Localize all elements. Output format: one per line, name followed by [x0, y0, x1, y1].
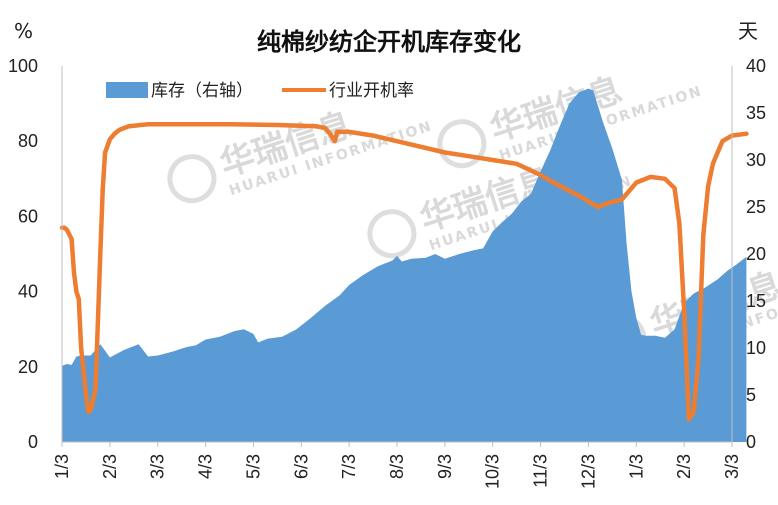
legend-label-inventory: 库存（右轴）	[151, 81, 253, 101]
utilization-line-series	[59, 122, 749, 422]
left-axis-ticks: 0 20 40 60 80 100	[8, 56, 38, 452]
watermark-logo-icon	[437, 119, 487, 169]
right-axis-ticks: 0 5 10 15 20 25 30 35 40	[746, 56, 766, 452]
legend: 库存（右轴） 行业开机率	[106, 81, 414, 101]
right-tick-label: 30	[746, 150, 766, 170]
right-tick-label: 35	[746, 103, 766, 123]
right-axis-unit: 天	[738, 19, 758, 43]
inventory-area-series	[62, 88, 747, 442]
legend-swatch-inventory	[106, 82, 148, 98]
x-tick-label: 3/3	[722, 454, 742, 479]
left-axis-unit: %	[14, 19, 33, 43]
left-tick-label: 60	[18, 206, 38, 226]
x-tick-label: 1/3	[52, 454, 72, 479]
x-tick-label: 8/3	[387, 454, 407, 479]
x-tick-label: 2/3	[674, 454, 694, 479]
x-tick-label: 9/3	[435, 454, 455, 479]
x-tick-label: 1/3	[626, 454, 646, 479]
right-tick-label: 5	[746, 385, 756, 405]
left-tick-label: 40	[18, 282, 38, 302]
right-tick-label: 40	[746, 56, 766, 76]
right-tick-label: 20	[746, 244, 766, 264]
right-tick-label: 0	[746, 432, 756, 452]
right-tick-label: 15	[746, 291, 766, 311]
right-tick-label: 10	[746, 338, 766, 358]
x-tick-label: 4/3	[196, 454, 216, 479]
chart-title: 纯棉纱纺企开机库存变化	[257, 28, 521, 56]
watermark-logo-icon	[367, 209, 417, 259]
x-axis-ticks: 1/3 2/3 3/3 4/3 5/3 6/3 7/3 8/3 9/3 10/3 11/3 12/3 1…	[52, 442, 742, 489]
x-tick-label: 2/3	[100, 454, 120, 479]
x-tick-label: 6/3	[291, 454, 311, 479]
x-tick-label: 10/3	[483, 454, 503, 489]
left-tick-label: 100	[8, 56, 38, 76]
left-tick-label: 80	[18, 131, 38, 151]
x-tick-label: 3/3	[148, 454, 168, 479]
left-tick-label: 0	[28, 432, 38, 452]
left-tick-label: 20	[18, 357, 38, 377]
x-tick-label: 7/3	[339, 454, 359, 479]
x-tick-label: 12/3	[578, 454, 598, 489]
x-tick-label: 5/3	[243, 454, 263, 479]
watermark-logo-icon	[167, 154, 217, 204]
right-tick-label: 25	[746, 197, 766, 217]
legend-label-utilization: 行业开机率	[329, 81, 414, 101]
x-tick-label: 11/3	[531, 454, 551, 488]
